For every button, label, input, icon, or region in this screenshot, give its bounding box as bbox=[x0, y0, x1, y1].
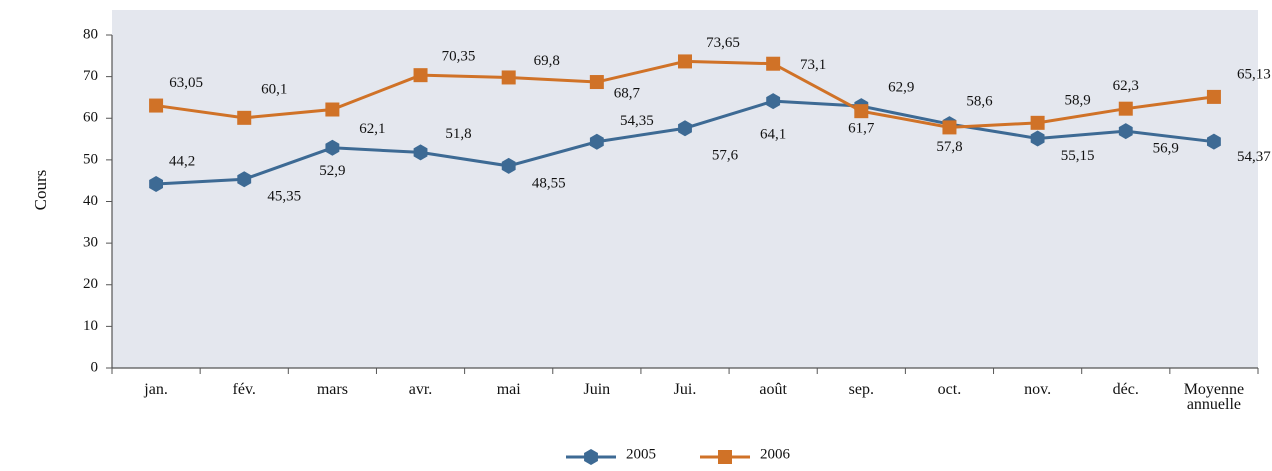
point bbox=[1118, 101, 1133, 116]
data-label: 73,65 bbox=[706, 35, 740, 51]
point bbox=[237, 110, 252, 125]
data-label: 52,9 bbox=[319, 163, 345, 179]
x-tick-label: fév. bbox=[232, 381, 256, 398]
x-tick-label: nov. bbox=[1024, 381, 1052, 398]
point bbox=[501, 70, 516, 85]
data-label: 64,1 bbox=[760, 127, 786, 143]
data-label: 54,37 bbox=[1237, 149, 1271, 165]
point bbox=[1118, 123, 1133, 140]
data-label: 63,05 bbox=[169, 75, 203, 91]
x-tick-label: Jui. bbox=[673, 381, 697, 398]
data-label: 48,55 bbox=[532, 175, 566, 191]
point bbox=[413, 144, 428, 161]
data-label: 54,35 bbox=[620, 113, 654, 129]
point bbox=[325, 102, 340, 117]
y-tick-label: 50 bbox=[83, 151, 98, 167]
y-tick-label: 70 bbox=[83, 68, 98, 84]
point bbox=[1030, 130, 1045, 147]
y-axis-label: Cours bbox=[31, 170, 50, 211]
y-tick-label: 40 bbox=[83, 193, 98, 209]
x-tick-label: Juin bbox=[583, 381, 611, 398]
data-label: 55,15 bbox=[1061, 148, 1095, 164]
data-label: 62,1 bbox=[359, 121, 385, 137]
point bbox=[149, 98, 164, 113]
point bbox=[325, 139, 340, 156]
data-label: 57,8 bbox=[936, 139, 962, 155]
x-tick-label: mars bbox=[316, 381, 348, 398]
plot-background bbox=[112, 10, 1258, 368]
point bbox=[766, 93, 781, 110]
data-label: 56,9 bbox=[1153, 141, 1179, 157]
x-tick-label: avr. bbox=[408, 381, 433, 398]
point bbox=[589, 75, 604, 90]
data-label: 58,9 bbox=[1064, 92, 1090, 108]
y-tick-label: 20 bbox=[83, 276, 98, 292]
point bbox=[678, 120, 692, 137]
point bbox=[766, 56, 781, 71]
y-tick-label: 60 bbox=[83, 110, 98, 126]
point bbox=[589, 133, 604, 150]
point bbox=[942, 120, 957, 135]
data-label: 60,1 bbox=[261, 81, 287, 97]
point bbox=[718, 450, 732, 464]
point bbox=[584, 449, 598, 465]
data-label: 73,1 bbox=[800, 57, 826, 73]
data-label: 51,8 bbox=[445, 126, 471, 142]
data-label: 69,8 bbox=[534, 53, 560, 69]
x-tick-label: oct. bbox=[937, 381, 962, 398]
point bbox=[1206, 89, 1221, 104]
x-tick-label: sep. bbox=[848, 381, 874, 398]
data-label: 68,7 bbox=[614, 85, 641, 101]
y-tick-label: 0 bbox=[91, 359, 99, 375]
x-tick-label: déc. bbox=[1112, 381, 1139, 398]
x-tick-label: jan. bbox=[144, 381, 168, 398]
y-tick-label: 30 bbox=[83, 235, 98, 251]
point bbox=[501, 157, 516, 174]
point bbox=[237, 171, 252, 188]
y-tick-label: 80 bbox=[83, 26, 98, 42]
x-tick-label: août bbox=[759, 381, 787, 398]
x-tick-label: Moyenne annuelle bbox=[1183, 381, 1245, 413]
data-label: 70,35 bbox=[442, 49, 476, 65]
data-label: 62,9 bbox=[888, 80, 914, 96]
data-label: 57,6 bbox=[712, 148, 739, 164]
data-label: 65,13 bbox=[1237, 66, 1271, 82]
data-label: 58,6 bbox=[966, 94, 993, 110]
data-label: 61,7 bbox=[848, 121, 875, 137]
point bbox=[1206, 133, 1221, 150]
data-label: 45,35 bbox=[267, 189, 301, 205]
data-label: 44,2 bbox=[169, 153, 195, 169]
y-tick-label: 10 bbox=[83, 318, 98, 334]
point bbox=[854, 104, 869, 119]
point bbox=[678, 54, 692, 69]
point bbox=[1030, 115, 1045, 130]
legend-label: 2006 bbox=[760, 446, 791, 462]
point bbox=[413, 68, 428, 83]
point bbox=[149, 176, 164, 193]
data-label: 62,3 bbox=[1113, 78, 1139, 94]
legend-label: 2005 bbox=[626, 446, 656, 462]
x-tick-label: mai bbox=[496, 381, 521, 398]
